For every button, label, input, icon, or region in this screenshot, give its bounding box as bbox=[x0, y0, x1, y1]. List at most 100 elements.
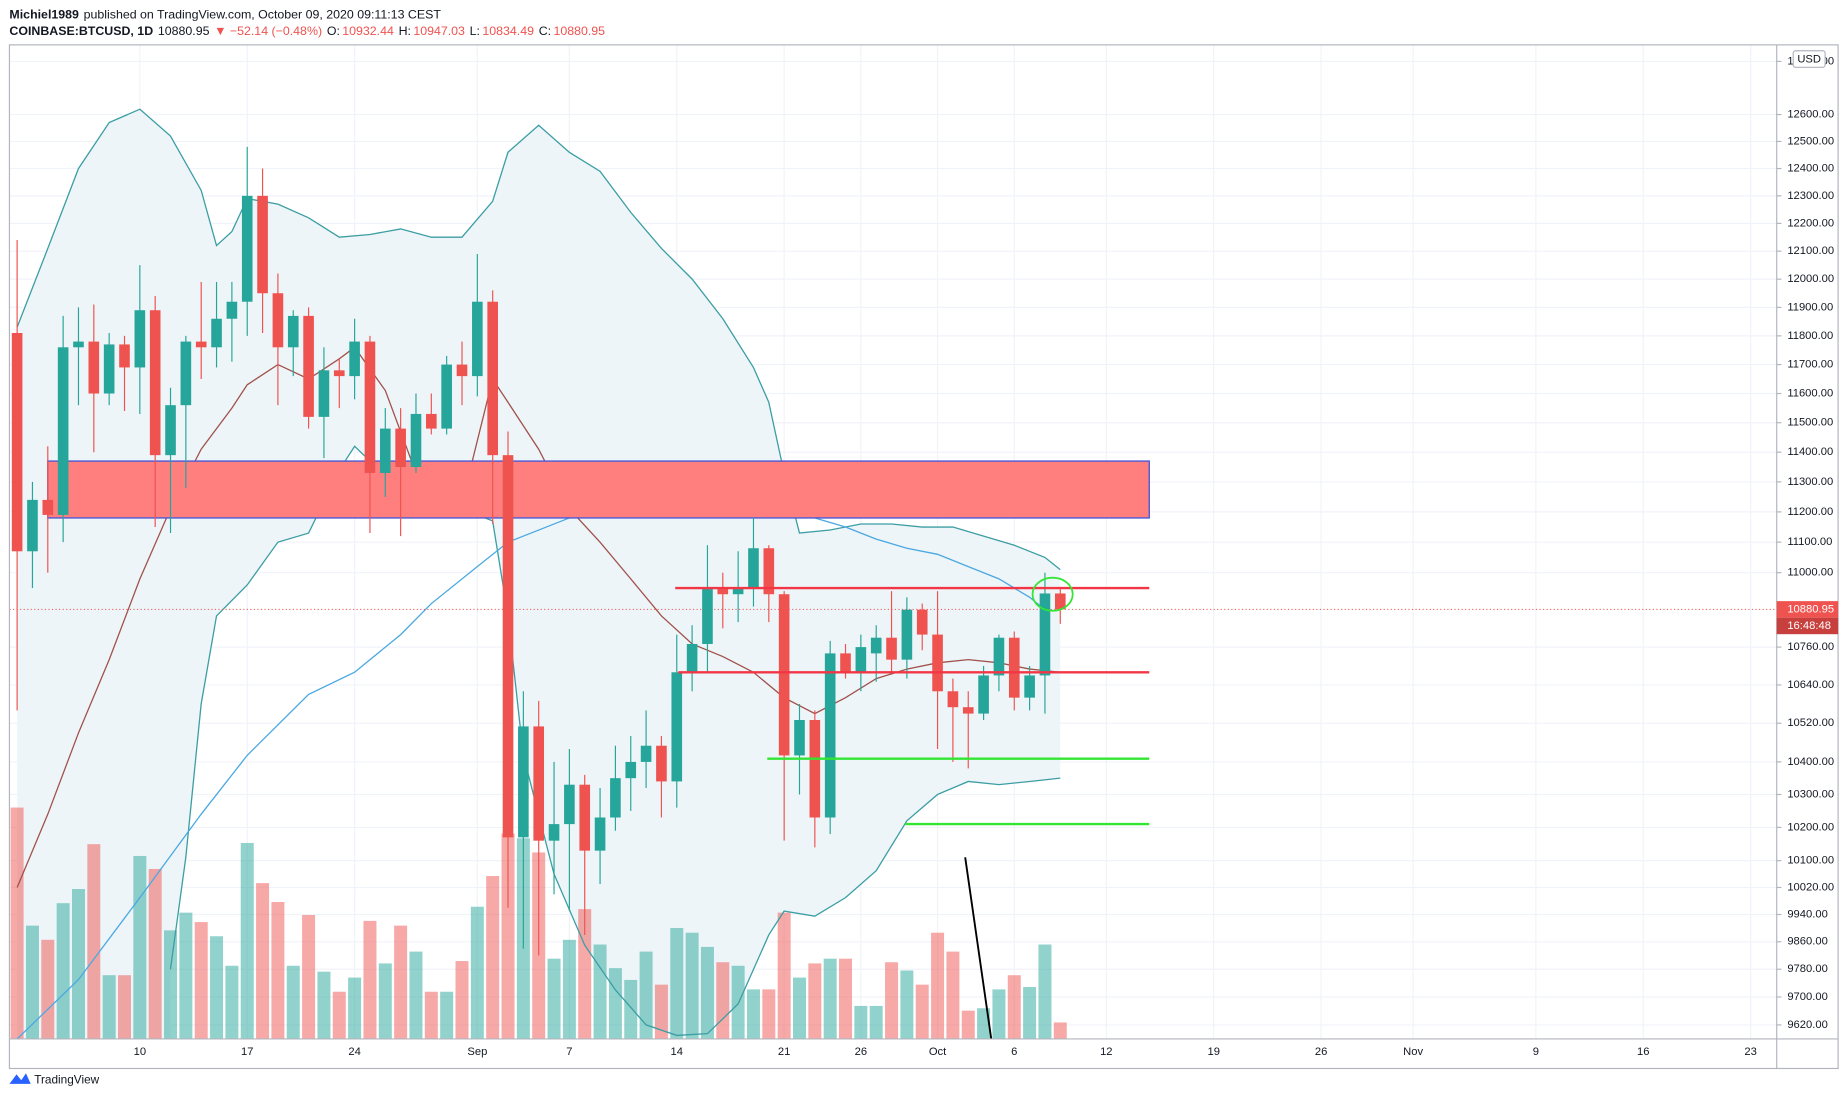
currency-label: USD bbox=[1797, 54, 1821, 66]
volume-bar bbox=[148, 868, 162, 1039]
y-tick-label: 11800.00 bbox=[1787, 330, 1833, 342]
candle-body bbox=[180, 341, 192, 406]
candle-body bbox=[195, 341, 207, 348]
candle-body bbox=[824, 653, 836, 818]
candle-body bbox=[625, 761, 637, 779]
frame bbox=[8, 44, 1839, 1070]
candle-body bbox=[165, 405, 176, 456]
volume-bar bbox=[777, 912, 791, 1039]
ohlc-label: H: bbox=[399, 24, 411, 38]
brand: TradingView bbox=[34, 1072, 99, 1086]
candle-body bbox=[257, 195, 268, 294]
candle-body bbox=[1024, 675, 1035, 698]
candle-body bbox=[993, 637, 1005, 676]
candle-body bbox=[57, 347, 69, 515]
candle-body bbox=[456, 364, 468, 377]
volume-bar bbox=[440, 991, 454, 1039]
candle-body bbox=[349, 341, 360, 377]
x-tick-label: 10 bbox=[134, 1046, 146, 1058]
candle-body bbox=[656, 745, 667, 782]
candle-body bbox=[886, 637, 897, 660]
y-tick-label: 10400.00 bbox=[1787, 756, 1834, 768]
volume-bar bbox=[793, 977, 806, 1039]
candle-body bbox=[901, 609, 913, 660]
volume-bar bbox=[992, 989, 1006, 1039]
volume-bar bbox=[670, 927, 684, 1039]
volume-bar bbox=[578, 909, 592, 1039]
y-tick-label: 10300.00 bbox=[1787, 788, 1834, 800]
y-tick-label: 11500.00 bbox=[1787, 417, 1833, 429]
volume-bar bbox=[363, 920, 377, 1039]
y-tick-label: 12200.00 bbox=[1787, 217, 1834, 229]
candle-body bbox=[1039, 593, 1051, 676]
volume-bar bbox=[854, 1005, 868, 1039]
x-tick-label: 26 bbox=[855, 1046, 867, 1058]
candle-body bbox=[686, 643, 698, 673]
author: Michiel1989 bbox=[9, 8, 79, 22]
candle-body bbox=[840, 653, 851, 673]
candle-body bbox=[395, 428, 406, 468]
volume-bar bbox=[946, 951, 960, 1039]
candle-body bbox=[410, 413, 422, 468]
candle-body bbox=[1008, 637, 1020, 698]
candle-body bbox=[119, 344, 130, 368]
volume-bar bbox=[455, 961, 469, 1039]
candle-body bbox=[272, 293, 284, 348]
candle-body bbox=[916, 609, 928, 635]
volume-bar bbox=[961, 1010, 975, 1039]
y-tick-label: 10020.00 bbox=[1787, 881, 1834, 893]
volume-bar bbox=[225, 965, 239, 1039]
candle-body bbox=[241, 195, 253, 302]
volume-bar bbox=[808, 963, 822, 1039]
candle-body bbox=[610, 778, 621, 818]
volume-bar bbox=[41, 939, 55, 1039]
y-tick-label: 9780.00 bbox=[1787, 963, 1827, 975]
volume-bar bbox=[624, 979, 638, 1039]
volume-bar bbox=[424, 991, 438, 1039]
x-tick-label: 12 bbox=[1100, 1046, 1112, 1058]
symbol: COINBASE:BTCUSD, 1D bbox=[9, 24, 153, 38]
candle-body bbox=[73, 341, 84, 348]
candle-body bbox=[502, 455, 514, 838]
volume-bar bbox=[762, 989, 776, 1039]
y-tick-label: 12600.00 bbox=[1787, 109, 1834, 121]
volume-bar bbox=[133, 855, 147, 1039]
candle-body bbox=[287, 315, 299, 348]
volume-bar bbox=[731, 965, 745, 1039]
candle-body bbox=[226, 301, 238, 319]
volume-bar bbox=[823, 958, 837, 1039]
candle-body bbox=[333, 370, 345, 377]
x-tick-label: 23 bbox=[1744, 1046, 1756, 1058]
candle-body bbox=[303, 315, 314, 417]
volume-bar bbox=[1038, 944, 1052, 1039]
x-tick-label: 7 bbox=[566, 1046, 572, 1058]
ohlc-value: 10947.03 bbox=[413, 24, 465, 38]
candle-body bbox=[594, 817, 606, 851]
candle-body bbox=[533, 726, 545, 841]
candle-body bbox=[518, 726, 529, 838]
volume-bar bbox=[869, 1005, 883, 1039]
published: published on TradingView.com, October 09… bbox=[84, 8, 442, 22]
x-tick-label: Nov bbox=[1403, 1046, 1423, 1058]
y-tick-label: 12400.00 bbox=[1787, 163, 1834, 175]
y-tick-label: 9620.00 bbox=[1787, 1019, 1827, 1031]
x-tick-label: 9 bbox=[1533, 1046, 1539, 1058]
ohlc-label: C: bbox=[539, 24, 551, 38]
candle-body bbox=[42, 499, 54, 515]
volume-bar bbox=[56, 903, 70, 1039]
volume-bar bbox=[746, 989, 760, 1039]
volume-bar bbox=[1007, 975, 1021, 1039]
x-tick-label: 16 bbox=[1637, 1046, 1649, 1058]
y-tick-label: 10100.00 bbox=[1787, 855, 1834, 867]
x-tick-label: Oct bbox=[929, 1046, 947, 1058]
ohlc-value: 10834.49 bbox=[482, 24, 534, 38]
y-tick-label: 10200.00 bbox=[1787, 821, 1834, 833]
y-tick-label: 11700.00 bbox=[1787, 359, 1833, 371]
candle-body bbox=[103, 344, 115, 394]
last-price-tag bbox=[1776, 601, 1839, 618]
candle-body bbox=[794, 719, 805, 756]
candle-body bbox=[27, 499, 38, 552]
volume-bar bbox=[716, 962, 730, 1039]
countdown-tag bbox=[1776, 617, 1839, 635]
